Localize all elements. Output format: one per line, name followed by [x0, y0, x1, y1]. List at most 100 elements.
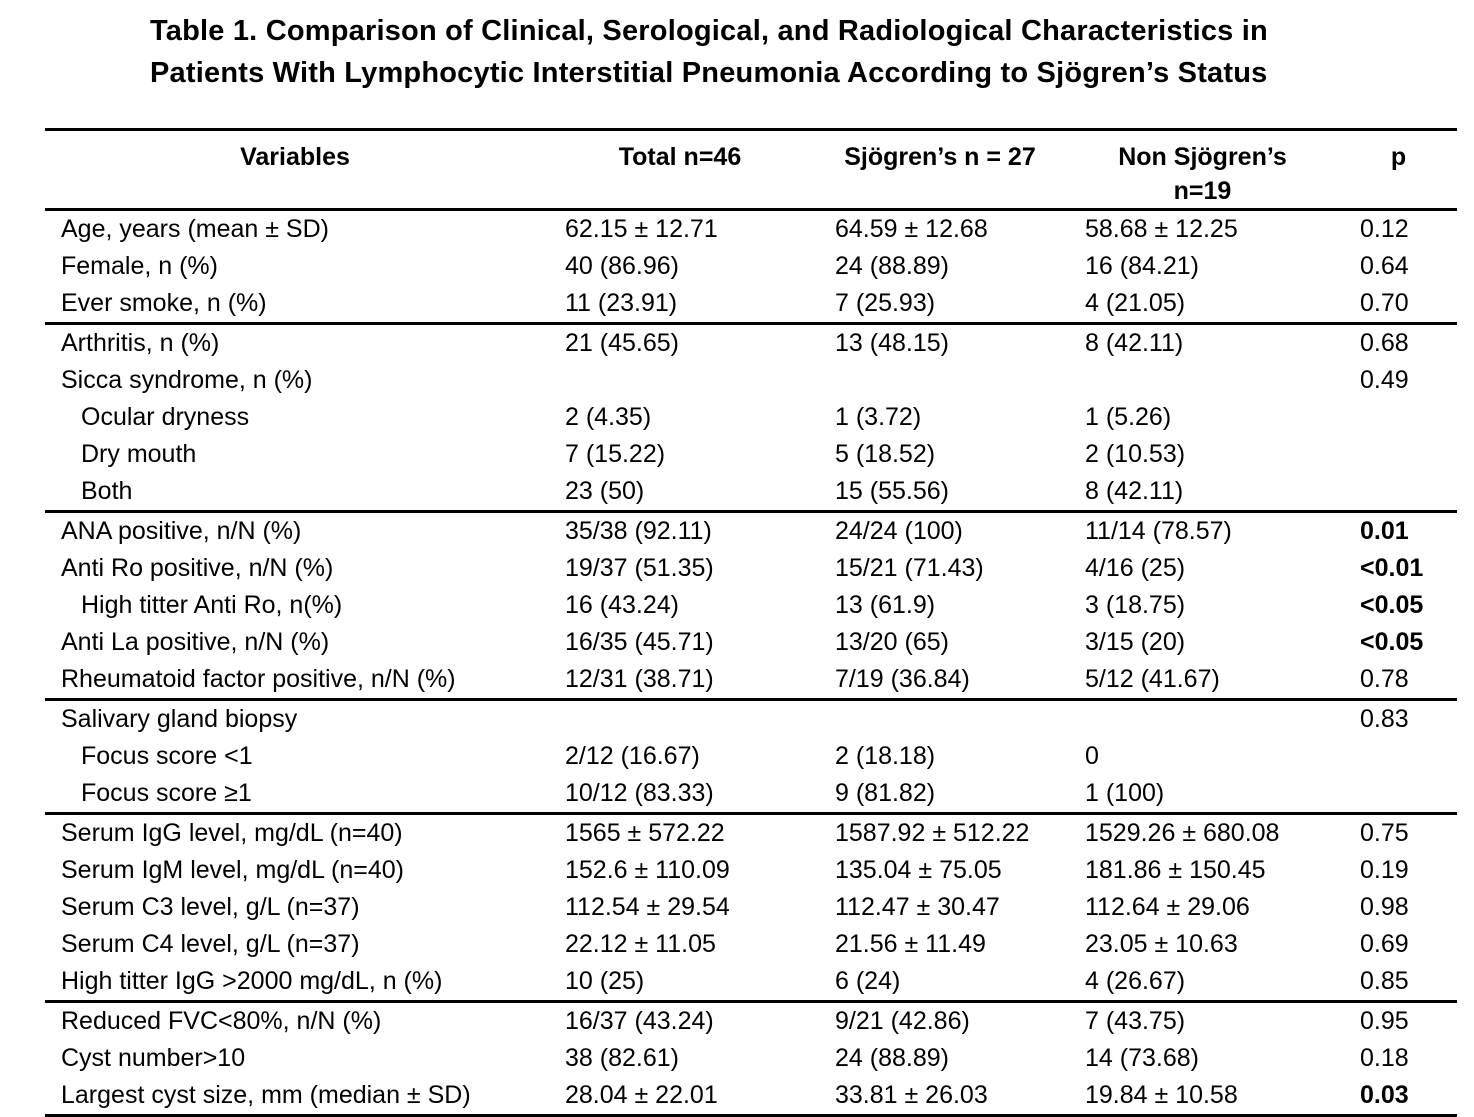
cell-non-sjogrens: 11/14 (78.57) [1085, 517, 1232, 545]
row-label: ANA positive, n/N (%) [61, 517, 302, 545]
table-row: Both 23 (50) 15 (55.56) 8 (42.11) [45, 473, 1457, 512]
cell-non-sjogrens: 3/15 (20) [1085, 628, 1186, 656]
cell-sjogrens: 9 (81.82) [835, 779, 936, 807]
cell-total: 11 (23.91) [565, 289, 678, 317]
cell-p-value [1340, 775, 1457, 814]
cell-non-sjogrens: 19.84 ± 10.58 [1085, 1081, 1238, 1109]
cell-sjogrens [815, 362, 1065, 399]
table-section: Age, years (mean ± SD) 62.15 ± 12.71 64.… [45, 209, 1457, 324]
column-header-non-sjogrens-line1: Non Sjögren’s [1118, 143, 1287, 171]
cell-sjogrens: 15 (55.56) [835, 477, 949, 505]
cell-total: 38 (82.61) [565, 1044, 679, 1072]
cell-p-value: <0.01 [1360, 554, 1424, 582]
cell-non-sjogrens: 2 (10.53) [1085, 440, 1186, 468]
cell-sjogrens: 1587.92 ± 512.22 [835, 819, 1030, 847]
table-row: Reduced FVC<80%, n/N (%) 16/37 (43.24) 9… [45, 1002, 1457, 1041]
cell-total: 10 (25) [565, 967, 645, 995]
cell-p-value: <0.05 [1360, 628, 1424, 656]
table-header-row: Variables Total n=46 Sjögren’s n = 27 No… [45, 129, 1457, 210]
cell-sjogrens: 5 (18.52) [835, 440, 936, 468]
cell-non-sjogrens [1065, 700, 1340, 739]
cell-total: 21 (45.65) [565, 329, 679, 357]
table-row: Dry mouth 7 (15.22) 5 (18.52) 2 (10.53) [45, 436, 1457, 473]
row-label: Serum C3 level, g/L (n=37) [61, 893, 360, 921]
cell-p-value: 0.83 [1360, 705, 1409, 733]
cell-non-sjogrens: 1 (100) [1085, 779, 1165, 807]
cell-sjogrens: 13 (48.15) [835, 329, 949, 357]
cell-sjogrens: 9/21 (42.86) [835, 1007, 970, 1035]
table-row: Focus score ≥1 10/12 (83.33) 9 (81.82) 1… [45, 775, 1457, 814]
cell-sjogrens: 112.47 ± 30.47 [835, 893, 1000, 921]
cell-non-sjogrens: 181.86 ± 150.45 [1085, 856, 1266, 884]
cell-p-value: 0.19 [1360, 856, 1409, 884]
cell-sjogrens: 7 (25.93) [835, 289, 936, 317]
cell-sjogrens: 13 (61.9) [835, 591, 936, 619]
data-table: Variables Total n=46 Sjögren’s n = 27 No… [45, 128, 1457, 1117]
cell-non-sjogrens: 16 (84.21) [1085, 252, 1199, 280]
cell-p-value [1340, 473, 1457, 512]
row-label: Focus score <1 [81, 742, 253, 770]
table-caption-line1: Table 1. Comparison of Clinical, Serolog… [150, 15, 1268, 47]
cell-sjogrens: 33.81 ± 26.03 [835, 1081, 988, 1109]
cell-p-value: 0.85 [1360, 967, 1409, 995]
table-row: High titter Anti Ro, n(%) 16 (43.24) 13 … [45, 587, 1457, 624]
table-section: Arthritis, n (%) 21 (45.65) 13 (48.15) 8… [45, 323, 1457, 512]
cell-sjogrens: 13/20 (65) [835, 628, 949, 656]
table-section: Reduced FVC<80%, n/N (%) 16/37 (43.24) 9… [45, 1001, 1457, 1116]
cell-sjogrens: 7/19 (36.84) [835, 665, 970, 693]
table-section: ANA positive, n/N (%) 35/38 (92.11) 24/2… [45, 511, 1457, 700]
table-section: Salivary gland biopsy 0.83 Focus score <… [45, 699, 1457, 814]
cell-total: 62.15 ± 12.71 [565, 215, 718, 243]
cell-total [545, 700, 815, 739]
table-header: Variables Total n=46 Sjögren’s n = 27 No… [45, 129, 1457, 210]
cell-non-sjogrens: 0 [1085, 742, 1099, 770]
cell-non-sjogrens: 4/16 (25) [1085, 554, 1186, 582]
column-header-variables: Variables [240, 143, 350, 171]
cell-sjogrens [815, 700, 1065, 739]
cell-sjogrens: 24 (88.89) [835, 1044, 949, 1072]
row-label: Serum C4 level, g/L (n=37) [61, 930, 360, 958]
cell-p-value: 0.18 [1360, 1044, 1409, 1072]
table-row: Age, years (mean ± SD) 62.15 ± 12.71 64.… [45, 210, 1457, 249]
cell-sjogrens: 15/21 (71.43) [835, 554, 984, 582]
row-label: Anti La positive, n/N (%) [61, 628, 330, 656]
column-header-total: Total n=46 [618, 143, 742, 171]
row-label: Sicca syndrome, n (%) [61, 366, 313, 394]
cell-total [545, 362, 815, 399]
cell-sjogrens: 2 (18.18) [835, 742, 936, 770]
table-row: Ever smoke, n (%) 11 (23.91) 7 (25.93) 4… [45, 285, 1457, 324]
row-label: Ever smoke, n (%) [61, 289, 267, 317]
row-label: Serum IgM level, mg/dL (n=40) [61, 856, 404, 884]
row-label: Dry mouth [81, 440, 197, 468]
cell-p-value: <0.05 [1360, 591, 1424, 619]
column-header-p: p [1390, 143, 1407, 171]
row-label: Anti Ro positive, n/N (%) [61, 554, 334, 582]
row-label: Arthritis, n (%) [61, 329, 220, 357]
cell-p-value: 0.98 [1360, 893, 1409, 921]
cell-total: 152.6 ± 110.09 [565, 856, 730, 884]
table-row: Arthritis, n (%) 21 (45.65) 13 (48.15) 8… [45, 324, 1457, 363]
table-row: Serum IgG level, mg/dL (n=40) 1565 ± 572… [45, 814, 1457, 853]
cell-non-sjogrens: 1 (5.26) [1085, 403, 1172, 431]
row-label: Cyst number>10 [61, 1044, 246, 1072]
table-row: Focus score <1 2/12 (16.67) 2 (18.18) 0 [45, 738, 1457, 775]
cell-p-value: 0.78 [1360, 665, 1409, 693]
table-row: Salivary gland biopsy 0.83 [45, 700, 1457, 739]
cell-non-sjogrens: 58.68 ± 12.25 [1085, 215, 1238, 243]
cell-p-value [1340, 738, 1457, 775]
cell-total: 112.54 ± 29.54 [565, 893, 730, 921]
cell-p-value [1340, 436, 1457, 473]
cell-p-value: 0.69 [1360, 930, 1409, 958]
row-label: Reduced FVC<80%, n/N (%) [61, 1007, 382, 1035]
table-row: Largest cyst size, mm (median ± SD) 28.0… [45, 1077, 1457, 1116]
cell-non-sjogrens: 7 (43.75) [1085, 1007, 1186, 1035]
cell-p-value: 0.64 [1360, 252, 1409, 280]
row-label: Rheumatoid factor positive, n/N (%) [61, 665, 456, 693]
cell-total: 16/35 (45.71) [565, 628, 714, 656]
cell-non-sjogrens: 5/12 (41.67) [1085, 665, 1220, 693]
cell-total: 28.04 ± 22.01 [565, 1081, 718, 1109]
column-header-sjogrens: Sjögren’s n = 27 [844, 143, 1036, 171]
cell-total: 16/37 (43.24) [565, 1007, 714, 1035]
column-header-non-sjogrens: Non Sjögren’s n=19 [1065, 130, 1340, 210]
cell-total: 2 (4.35) [565, 403, 652, 431]
